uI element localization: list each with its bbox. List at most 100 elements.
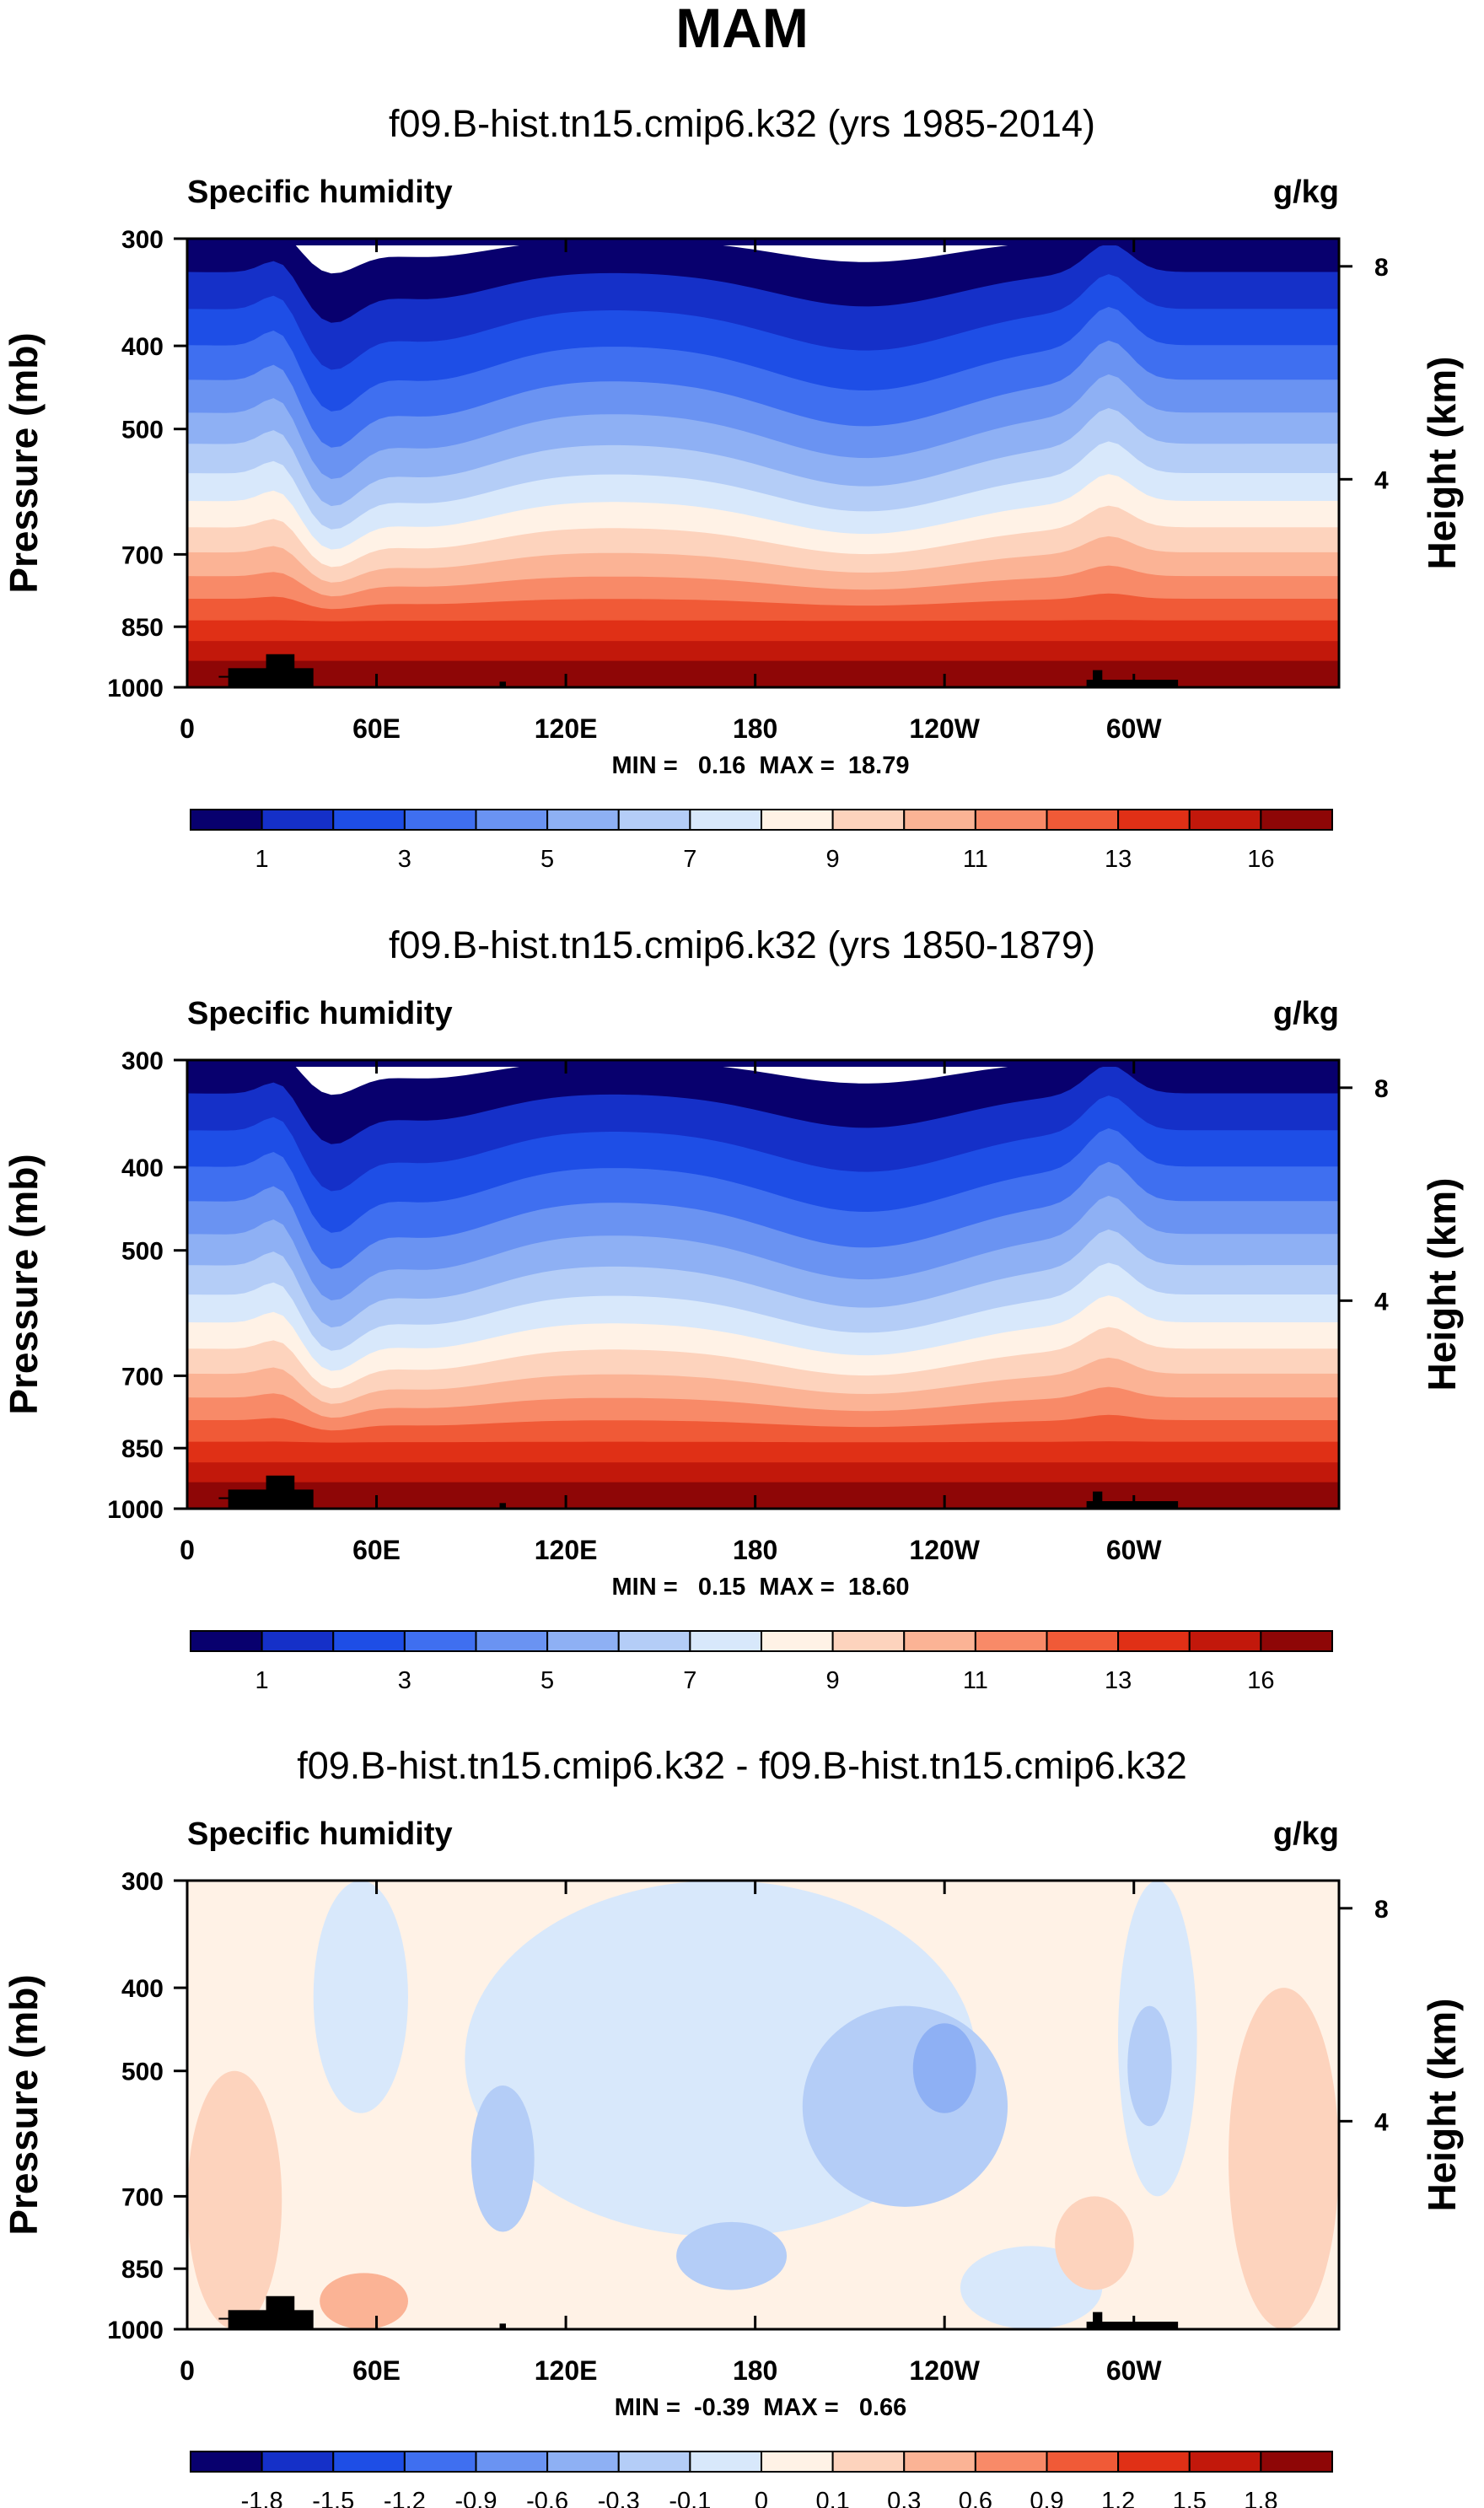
x-tick-label: 180 bbox=[733, 1535, 777, 1565]
x-tick-label: 60W bbox=[1106, 1535, 1163, 1565]
variable-label: Specific humidity bbox=[187, 1816, 453, 1852]
colorbar-swatch bbox=[831, 2451, 906, 2473]
y2-axis-title: Height (km) bbox=[1420, 357, 1464, 570]
y-tick-label: 500 bbox=[121, 2059, 164, 2086]
panel-2: f09.B-hist.tn15.cmip6.k32 (yrs 1850-1879… bbox=[2, 923, 1464, 1694]
y2-tick-label: 8 bbox=[1374, 254, 1389, 282]
y-tick-label: 1000 bbox=[107, 1496, 164, 1524]
colorbar-swatch bbox=[903, 1630, 976, 1652]
colorbar-label: -0.1 bbox=[669, 2488, 711, 2508]
colorbar-swatch bbox=[617, 2451, 691, 2473]
y-tick-label: 700 bbox=[121, 2183, 164, 2211]
colorbar-label: -1.8 bbox=[241, 2488, 283, 2508]
colorbar-swatch bbox=[1260, 809, 1333, 831]
x-tick-label: 0 bbox=[180, 1535, 195, 1565]
colorbar-label: 5 bbox=[540, 846, 554, 873]
colorbar-swatch bbox=[761, 1630, 834, 1652]
variable-label: Specific humidity bbox=[187, 175, 453, 210]
colorbar-label: 7 bbox=[683, 1667, 696, 1694]
colorbar-swatch bbox=[1260, 2451, 1333, 2473]
colorbar-swatch bbox=[1260, 1630, 1333, 1652]
colorbar-label: 0 bbox=[755, 2488, 768, 2508]
y-tick-label: 850 bbox=[121, 1435, 164, 1463]
topography bbox=[1093, 1491, 1103, 1509]
colorbar-swatch bbox=[546, 1630, 620, 1652]
colorbar-swatch bbox=[831, 1630, 906, 1652]
colorbar-label: 1.2 bbox=[1101, 2488, 1135, 2508]
y-tick-label: 1000 bbox=[107, 675, 164, 702]
colorbar-swatch bbox=[475, 2451, 549, 2473]
x-tick-label: 60E bbox=[352, 2355, 401, 2386]
anomaly-region bbox=[912, 2023, 976, 2113]
y2-tick-label: 8 bbox=[1374, 1075, 1389, 1103]
plot-frame bbox=[186, 1058, 1341, 1510]
anomaly-region bbox=[802, 2005, 1008, 2207]
y-tick-label: 700 bbox=[121, 541, 164, 569]
x-tick-label: 60E bbox=[352, 1535, 401, 1565]
colorbar-swatch bbox=[475, 809, 549, 831]
page-title: MAM bbox=[675, 0, 809, 59]
colorbar-swatch bbox=[332, 809, 406, 831]
colorbar-swatch bbox=[1046, 2451, 1120, 2473]
y2-tick-label: 4 bbox=[1374, 2108, 1389, 2136]
y-tick-label: 300 bbox=[121, 226, 164, 254]
colorbar-swatch bbox=[1188, 2451, 1262, 2473]
topography bbox=[266, 2295, 295, 2329]
colorbar-swatch bbox=[1188, 1630, 1262, 1652]
anomaly-region bbox=[1055, 2196, 1134, 2290]
colorbar-swatch bbox=[546, 2451, 620, 2473]
variable-label: Specific humidity bbox=[187, 996, 453, 1031]
contour-band bbox=[187, 660, 1339, 687]
colorbar-swatch bbox=[403, 809, 477, 831]
x-tick-label: 120E bbox=[535, 1535, 598, 1565]
topography bbox=[1093, 2312, 1103, 2329]
colorbar-swatch bbox=[761, 809, 834, 831]
colorbar-label: 1.8 bbox=[1244, 2488, 1277, 2508]
y-tick-label: 300 bbox=[121, 1047, 164, 1075]
y-tick-label: 400 bbox=[121, 1154, 164, 1182]
colorbar-swatch bbox=[689, 809, 762, 831]
colorbar-swatch bbox=[190, 809, 263, 831]
topography bbox=[499, 1503, 506, 1509]
colorbar-swatch bbox=[190, 1630, 263, 1652]
colorbar-label: 5 bbox=[540, 1667, 554, 1694]
field bbox=[187, 239, 1339, 687]
field bbox=[187, 1060, 1339, 1509]
y-axis-title: Pressure (mb) bbox=[2, 1974, 46, 2235]
colorbar-swatch bbox=[261, 809, 335, 831]
panel-title: f09.B-hist.tn15.cmip6.k32 - f09.B-hist.t… bbox=[297, 1744, 1187, 1787]
x-tick-label: 60W bbox=[1106, 713, 1163, 744]
panel-title: f09.B-hist.tn15.cmip6.k32 (yrs 1985-2014… bbox=[389, 102, 1095, 145]
colorbar-label: 0.1 bbox=[815, 2488, 849, 2508]
anomaly-region bbox=[676, 2221, 788, 2290]
colorbar-label: 13 bbox=[1105, 846, 1132, 873]
colorbar-label: 0.9 bbox=[1030, 2488, 1063, 2508]
topography bbox=[1086, 2322, 1179, 2329]
x-tick-label: 60W bbox=[1106, 2355, 1163, 2386]
topography bbox=[266, 1475, 295, 1509]
colorbar-swatch bbox=[403, 1630, 477, 1652]
units-label: g/kg bbox=[1273, 175, 1339, 210]
colorbar-swatch bbox=[903, 2451, 976, 2473]
y-tick-label: 400 bbox=[121, 1975, 164, 2003]
colorbar-swatch bbox=[689, 1630, 762, 1652]
topography bbox=[499, 2323, 506, 2329]
colorbar-label: 16 bbox=[1247, 846, 1274, 873]
anomaly-region bbox=[313, 1881, 408, 2113]
x-tick-label: 120W bbox=[909, 2355, 980, 2386]
plot-frame bbox=[186, 1879, 1341, 2331]
x-tick-label: 180 bbox=[733, 713, 777, 744]
colorbar-swatch bbox=[974, 2451, 1048, 2473]
y-axis-title: Pressure (mb) bbox=[2, 1154, 46, 1414]
anomaly-region bbox=[470, 2086, 535, 2232]
colorbar-label: 3 bbox=[398, 846, 411, 873]
x-tick-label: 120E bbox=[535, 2355, 598, 2386]
units-label: g/kg bbox=[1273, 996, 1339, 1031]
y-tick-label: 500 bbox=[121, 417, 164, 444]
colorbar-swatch bbox=[403, 2451, 477, 2473]
y-tick-label: 850 bbox=[121, 614, 164, 642]
min-max-stats: MIN = 0.16 MAX = 18.79 bbox=[612, 752, 910, 779]
plot-frame bbox=[186, 237, 1341, 689]
colorbar-swatch bbox=[1046, 809, 1120, 831]
